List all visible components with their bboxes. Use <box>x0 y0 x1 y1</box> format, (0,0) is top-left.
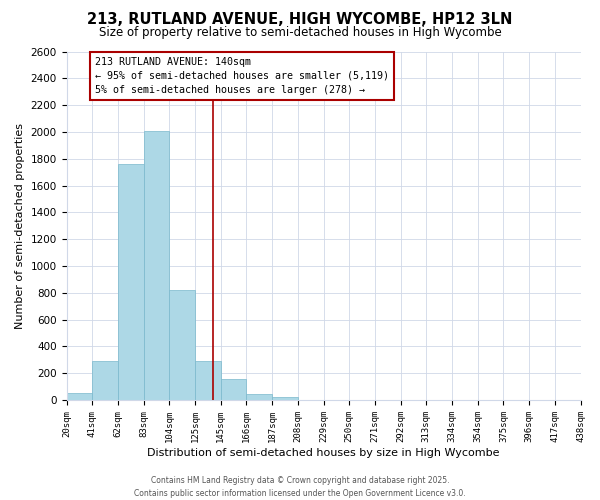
Bar <box>247 394 272 400</box>
Y-axis label: Number of semi-detached properties: Number of semi-detached properties <box>15 122 25 328</box>
Bar <box>169 290 195 400</box>
Bar <box>67 394 92 400</box>
Bar <box>195 361 221 400</box>
Text: Size of property relative to semi-detached houses in High Wycombe: Size of property relative to semi-detach… <box>98 26 502 39</box>
Bar <box>118 164 143 400</box>
Text: 213, RUTLAND AVENUE, HIGH WYCOMBE, HP12 3LN: 213, RUTLAND AVENUE, HIGH WYCOMBE, HP12 … <box>88 12 512 28</box>
X-axis label: Distribution of semi-detached houses by size in High Wycombe: Distribution of semi-detached houses by … <box>147 448 500 458</box>
Bar <box>143 130 169 400</box>
Bar <box>221 379 247 400</box>
Text: 213 RUTLAND AVENUE: 140sqm
← 95% of semi-detached houses are smaller (5,119)
5% : 213 RUTLAND AVENUE: 140sqm ← 95% of semi… <box>95 57 389 95</box>
Text: Contains HM Land Registry data © Crown copyright and database right 2025.
Contai: Contains HM Land Registry data © Crown c… <box>134 476 466 498</box>
Bar <box>272 398 298 400</box>
Bar <box>92 361 118 400</box>
